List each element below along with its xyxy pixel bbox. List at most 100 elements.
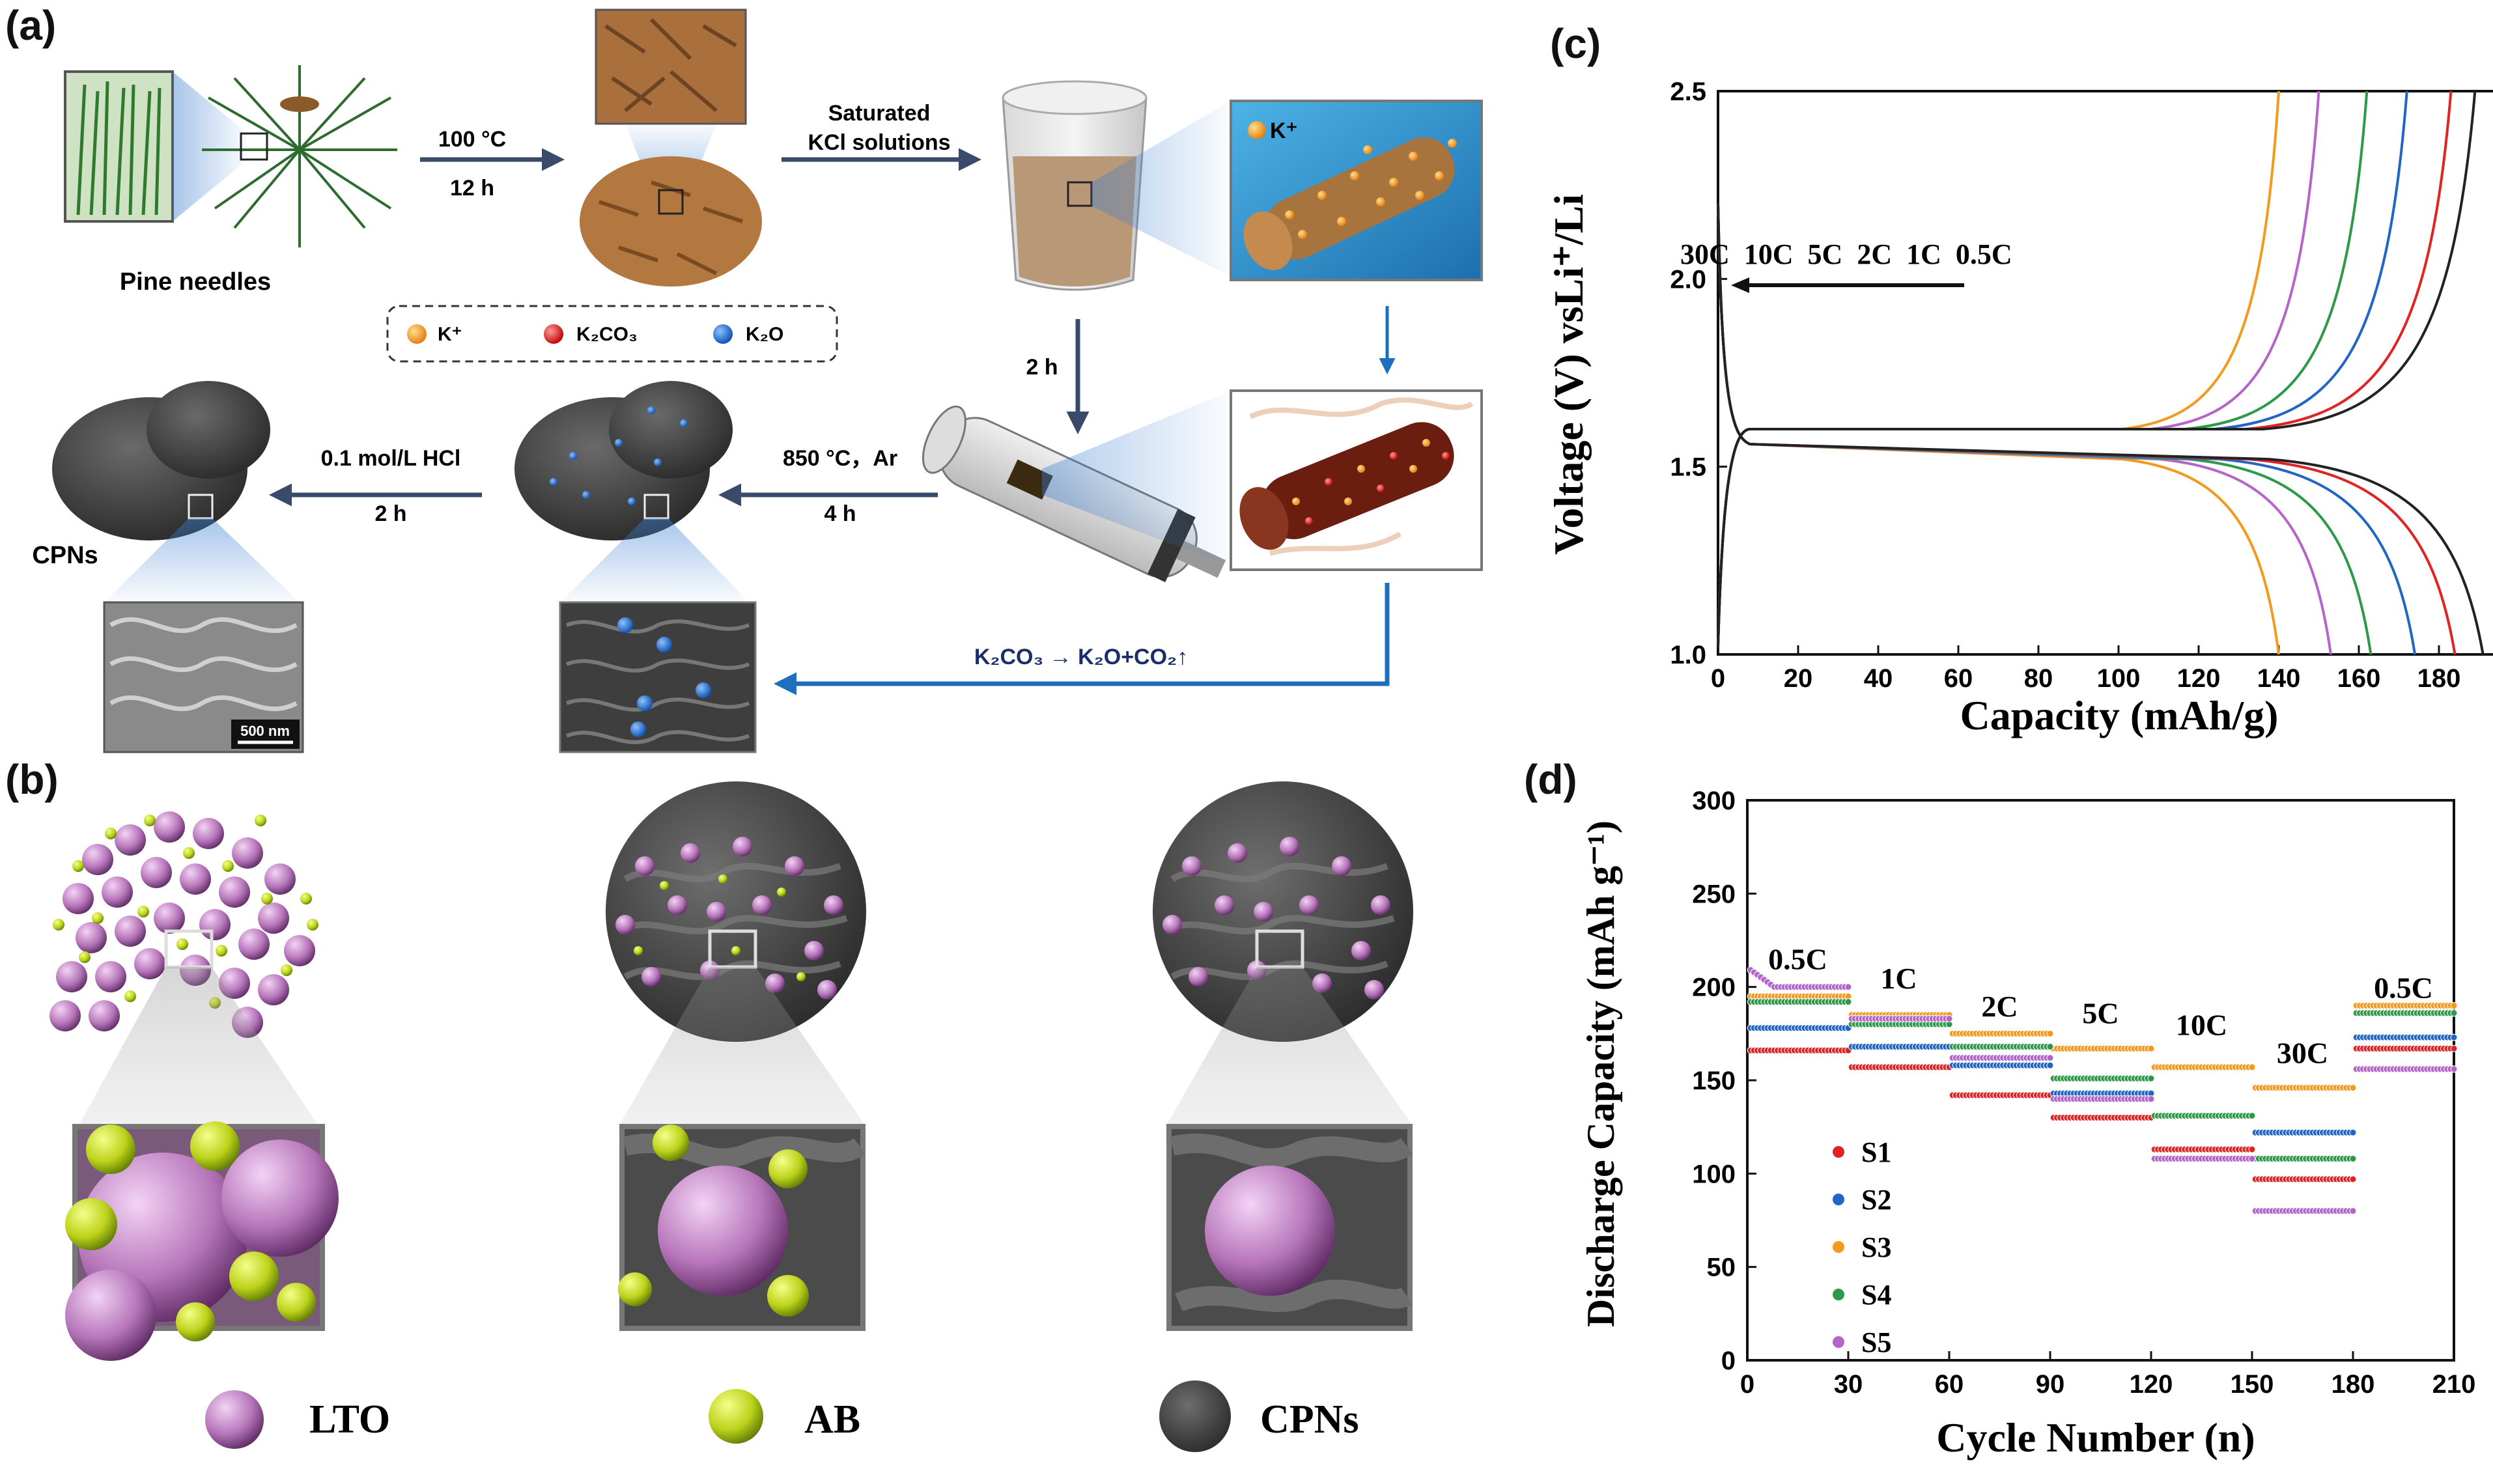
chart-c-ytick-label: 1.5 bbox=[1670, 453, 1706, 482]
chart-d-point-S2 bbox=[2450, 1033, 2458, 1041]
reaction-label: K₂CO₃ → K₂O+CO₂↑ bbox=[974, 645, 1188, 669]
chart-d-ytick-label: 250 bbox=[1692, 880, 1736, 908]
chart-c-xtick-label: 160 bbox=[2337, 664, 2381, 693]
chart-d-legend-label: S3 bbox=[1861, 1231, 1891, 1263]
chart-d-point-S2 bbox=[2046, 1061, 2054, 1069]
chart-d-legend-label: S1 bbox=[1861, 1136, 1891, 1168]
chart-d-point-S2 bbox=[2349, 1128, 2357, 1136]
chart-d-point-S4 bbox=[2248, 1112, 2256, 1119]
chart-c-charge-curve-purple bbox=[1717, 91, 2320, 647]
chart-d-legend-marker-S4 bbox=[1833, 1289, 1844, 1300]
step5-time: 2 h bbox=[374, 501, 406, 526]
chart-c-xtick-label: 20 bbox=[1784, 664, 1813, 693]
chart-d-point-S5 bbox=[2046, 1054, 2054, 1062]
cpns-label: CPNs bbox=[32, 542, 98, 569]
chart-d-point-S4 bbox=[1844, 998, 1852, 1006]
chart-d-point-S1 bbox=[2450, 1044, 2458, 1052]
chart-d-rate-label: 5C bbox=[2082, 997, 2119, 1030]
chart-d-rate-label: 2C bbox=[1981, 990, 2018, 1023]
chart-d-point-S5 bbox=[1844, 983, 1852, 991]
panel-label-a: (a) bbox=[5, 2, 57, 49]
chart-c-ytick-label: 2.5 bbox=[1670, 77, 1706, 106]
chart-c-ytick-label: 2.0 bbox=[1670, 265, 1706, 294]
chart-d-point-S3 bbox=[2349, 1084, 2357, 1091]
scale-bar-label: 500 nm bbox=[240, 723, 290, 739]
chart-d-xtick-label: 180 bbox=[2331, 1370, 2375, 1399]
chart-d-ytick-label: 100 bbox=[1692, 1160, 1736, 1188]
chart-d-rate-label: 10C bbox=[2176, 1009, 2227, 1042]
pine-needles-label: Pine needles bbox=[120, 268, 271, 296]
step5-acid: 0.1 mol/L HCl bbox=[321, 446, 461, 471]
chart-d-xlabel: Cycle Number (n) bbox=[1936, 1414, 2255, 1461]
chart-d-point-S5 bbox=[2147, 1095, 2155, 1103]
chart-d-point-S4 bbox=[2450, 1009, 2458, 1017]
chart-c-xtick-label: 120 bbox=[2177, 664, 2221, 693]
step3-time: 2 h bbox=[1026, 355, 1058, 380]
chart-d-ylabel: Discharge Capacity (mAh g⁻¹) bbox=[1579, 820, 1622, 1327]
chart-d-rate-label: 1C bbox=[1880, 962, 1917, 995]
chart-d-xtick-label: 0 bbox=[1740, 1370, 1754, 1399]
legend-cpns: CPNs bbox=[1260, 1397, 1359, 1442]
legend-k2co3: K₂CO₃ bbox=[576, 324, 638, 345]
chart-d-ytick-label: 150 bbox=[1692, 1067, 1736, 1095]
chart-d-ytick-label: 0 bbox=[1721, 1347, 1736, 1375]
chart-c-xlabel: Capacity (mAh/g) bbox=[1960, 692, 2279, 738]
panel-label-b: (b) bbox=[5, 756, 59, 803]
chart-c-xtick-label: 100 bbox=[2097, 664, 2141, 693]
chart-d-point-S3 bbox=[2248, 1063, 2256, 1071]
chart-c-xtick-label: 80 bbox=[2024, 664, 2053, 693]
chart-d-legend-marker-S2 bbox=[1833, 1194, 1844, 1205]
chart-d-legend-marker-S5 bbox=[1833, 1336, 1844, 1348]
chart-d-xtick-label: 210 bbox=[2432, 1370, 2476, 1399]
chart-d-point-S3 bbox=[2450, 1001, 2458, 1009]
chart-d: 0 30 60 90 120 150 180 210 0 50 100 150 200 250 300 S1 S… bbox=[1579, 787, 2476, 1461]
chart-d-ytick-label: 200 bbox=[1692, 973, 1736, 1002]
kplus-label: K⁺ bbox=[1270, 119, 1298, 143]
chart-d-xtick-label: 60 bbox=[1935, 1370, 1964, 1399]
panel-a-schematic: 100 °C 12 h Saturated KCl solutions K⁺ K… bbox=[32, 8, 1483, 753]
step4-temp: 850 °C，Ar bbox=[783, 446, 897, 471]
chart-d-point-S5 bbox=[2349, 1207, 2357, 1215]
panel-label-c: (c) bbox=[1550, 20, 1601, 67]
chart-d-rate-label: 0.5C bbox=[2374, 971, 2433, 1004]
chart-c-charge-curve-orange bbox=[1717, 91, 2280, 647]
chart-d-point-S5 bbox=[2450, 1065, 2458, 1073]
chart-c-rate-arrowhead bbox=[1731, 277, 1749, 293]
chart-d-point-S4 bbox=[2147, 1074, 2155, 1082]
chart-c-xtick-label: 180 bbox=[2417, 664, 2461, 693]
chart-c-ylabel: Voltage (V) vsLi⁺/Li bbox=[1545, 194, 1592, 555]
chart-d-point-S5 bbox=[1945, 1015, 1953, 1022]
panel-label-d: (d) bbox=[1524, 756, 1577, 803]
chart-d-point-S4 bbox=[2349, 1155, 2357, 1162]
chart-d-rate-label: 30C bbox=[2277, 1037, 2328, 1070]
legend-ab: AB bbox=[804, 1397, 860, 1442]
chart-d-xtick-label: 120 bbox=[2130, 1370, 2173, 1399]
legend-lto: LTO bbox=[309, 1397, 390, 1442]
chart-d-xtick-label: 30 bbox=[1834, 1370, 1863, 1399]
chart-c-ytick-label: 1.0 bbox=[1670, 641, 1706, 669]
step2-line2: KCl solutions bbox=[808, 130, 950, 155]
chart-d-legend-label: S4 bbox=[1861, 1279, 1891, 1311]
chart-d-ytick-label: 300 bbox=[1692, 787, 1736, 815]
chart-d-xtick-label: 150 bbox=[2231, 1370, 2274, 1399]
chart-d-ytick-label: 50 bbox=[1707, 1253, 1736, 1282]
step1-temp: 100 °C bbox=[438, 127, 506, 152]
chart-c-xtick-label: 140 bbox=[2257, 664, 2301, 693]
chart-d-point-S1 bbox=[2248, 1145, 2256, 1153]
chart-c-xtick-label: 40 bbox=[1864, 664, 1893, 693]
chart-c-charge-curve-black bbox=[1717, 91, 2477, 647]
chart-d-point-S5 bbox=[2248, 1155, 2256, 1162]
chart-c-rate-annotation: 30C 10C 5C 2C 1C 0.5C bbox=[1680, 238, 2012, 270]
legend-kplus: K⁺ bbox=[438, 324, 462, 345]
chart-d-point-S1 bbox=[2349, 1175, 2357, 1183]
chart-d-point-S3 bbox=[2147, 1044, 2155, 1052]
legend-k2o: K₂O bbox=[746, 324, 783, 345]
chart-d-legend-label: S5 bbox=[1861, 1326, 1891, 1358]
chart-d-point-S4 bbox=[2046, 1043, 2054, 1050]
chart-d-legend-marker-S3 bbox=[1833, 1241, 1844, 1253]
chart-c-xtick-label: 60 bbox=[1944, 664, 1973, 693]
chart-c-xtick-label: 0 bbox=[1711, 664, 1725, 693]
step4-time: 4 h bbox=[824, 501, 856, 526]
chart-c-charge-curve-green bbox=[1717, 91, 2369, 647]
panel-b-schematic: LTO AB CPNs bbox=[49, 775, 1413, 1452]
